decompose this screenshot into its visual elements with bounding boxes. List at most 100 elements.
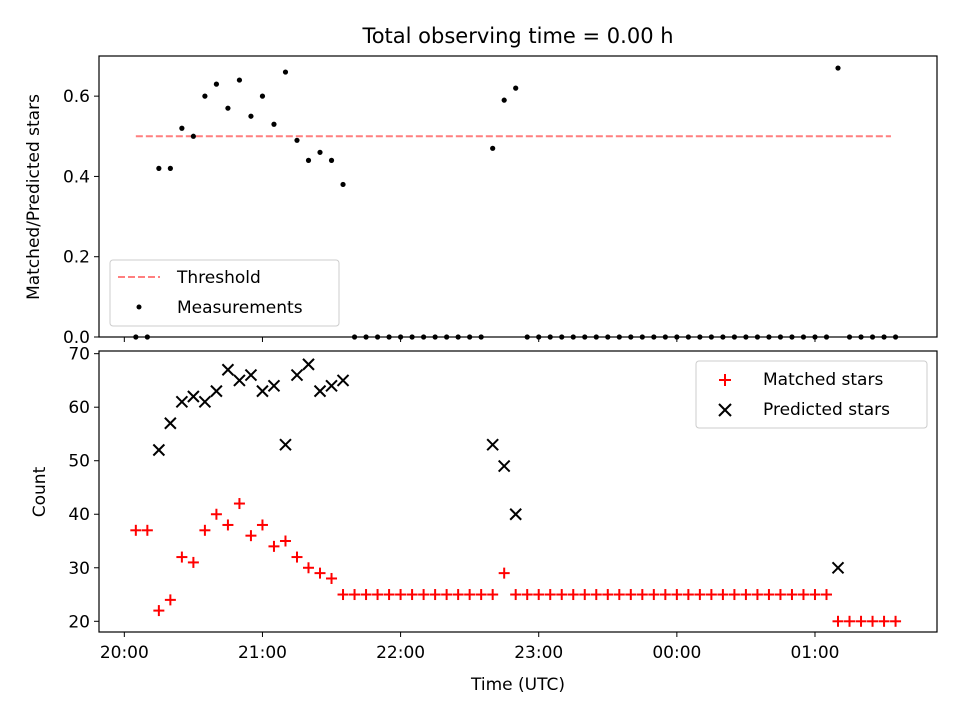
- matched-star-marker: [187, 556, 199, 568]
- matched-star-marker: [820, 589, 832, 601]
- measurement-point: [835, 65, 841, 71]
- matched-star-marker: [751, 589, 763, 601]
- matched-star-marker: [360, 589, 372, 601]
- matched-star-marker: [245, 530, 257, 542]
- top-y-tick-label: 0.2: [63, 248, 90, 268]
- bottom-panel-frame: [98, 350, 938, 633]
- matched-star-marker: [279, 535, 291, 547]
- matched-star-marker: [521, 589, 533, 601]
- matched-star-marker: [602, 589, 614, 601]
- matched-star-marker: [314, 567, 326, 579]
- matched-star-marker: [326, 572, 338, 584]
- bottom-y-tick-label: 70: [68, 345, 90, 365]
- bottom-x-tick-label: 00:00: [652, 643, 701, 663]
- bottom-y-tick-label: 50: [68, 452, 90, 472]
- matched-star-marker: [533, 589, 545, 601]
- measurement-point: [282, 69, 289, 75]
- measurement-point: [294, 137, 300, 143]
- matched-star-marker: [579, 589, 591, 601]
- matched-star-marker: [556, 589, 568, 601]
- matched-star-marker: [210, 508, 222, 520]
- predicted-star-marker: [198, 395, 212, 409]
- legend-measurements-label: Measurements: [177, 298, 303, 318]
- measurement-point: [156, 165, 162, 171]
- measurement-point: [202, 93, 208, 99]
- matched-star-marker: [867, 615, 879, 627]
- legend-measurements-swatch: [136, 304, 142, 310]
- matched-star-marker: [832, 615, 844, 627]
- bottom-x-tick-label: 23:00: [514, 643, 563, 663]
- bottom-x-tick-label: 21:00: [238, 643, 287, 663]
- measurement-point: [248, 113, 254, 119]
- measurement-point: [179, 125, 185, 131]
- matched-star-marker: [809, 589, 821, 601]
- matched-star-marker: [694, 589, 706, 601]
- matched-star-marker: [256, 519, 268, 531]
- bottom-x-tick-label: 22:00: [376, 643, 425, 663]
- matched-star-marker: [717, 589, 729, 601]
- measurement-point: [513, 85, 519, 91]
- top-y-axis-label: Matched/Predicted stars: [24, 94, 44, 300]
- matched-star-marker: [740, 589, 752, 601]
- matched-star-marker: [291, 551, 303, 563]
- bottom-legend-box: [695, 360, 928, 429]
- matched-star-marker: [855, 615, 867, 627]
- measurement-point: [317, 149, 323, 155]
- matched-star-marker: [728, 589, 740, 601]
- matched-star-marker: [705, 589, 717, 601]
- matched-star-marker: [890, 615, 902, 627]
- predicted-star-marker: [509, 508, 522, 521]
- predicted-star-marker: [267, 379, 281, 392]
- matched-star-marker: [464, 589, 476, 601]
- matched-star-marker: [613, 589, 625, 601]
- legend-matched-swatch: [719, 374, 731, 386]
- matched-star-marker: [452, 589, 464, 601]
- matched-star-marker: [487, 589, 499, 601]
- bottom-y-axis-label: Count: [30, 466, 50, 517]
- matched-star-marker: [510, 589, 522, 601]
- matched-star-marker: [199, 524, 211, 536]
- measurement-point: [501, 97, 507, 103]
- matched-star-marker: [130, 524, 142, 536]
- legend-threshold-label: Threshold: [176, 268, 261, 288]
- matched-star-marker: [303, 562, 314, 574]
- top-y-tick-label: 0.6: [63, 87, 90, 107]
- matched-star-marker: [682, 589, 694, 601]
- matched-star-marker: [844, 615, 856, 627]
- predicted-star-marker: [497, 459, 511, 473]
- top-panel: 0.0 0.2 0.4 0.6 Matched/Predicted stars Thr…: [24, 55, 938, 348]
- legend-predicted-label: Predicted stars: [763, 400, 890, 420]
- matched-star-marker: [590, 589, 602, 601]
- legend-predicted-swatch: [718, 403, 732, 417]
- matched-star-marker: [176, 551, 188, 563]
- bottom-x-ticks: 20:00 21:00 22:00 23:00 00:00 01:00: [100, 632, 839, 663]
- matched-star-marker: [498, 567, 510, 579]
- measurement-point: [213, 81, 220, 87]
- predicted-star-marker: [152, 443, 166, 457]
- matched-star-marker: [268, 540, 280, 552]
- predicted-star-marker: [256, 384, 269, 398]
- top-legend: Threshold Measurements: [109, 259, 340, 327]
- matched-star-marker: [648, 589, 660, 601]
- predicted-star-marker: [336, 374, 350, 387]
- matched-star-marker: [233, 498, 245, 510]
- matched-star-marker: [395, 589, 407, 601]
- predicted-star-marker: [313, 384, 327, 398]
- matched-star-marker: [636, 589, 648, 601]
- matched-star-marker: [786, 589, 798, 601]
- matched-star-marker: [349, 589, 361, 601]
- matched-star-marker: [337, 589, 349, 601]
- matched-star-marker: [141, 524, 153, 536]
- matched-star-marker: [797, 589, 809, 601]
- bottom-x-tick-label: 01:00: [790, 643, 839, 663]
- matched-star-marker: [429, 589, 441, 601]
- measurement-point: [340, 181, 346, 188]
- bottom-y-tick-label: 20: [68, 612, 90, 632]
- bottom-x-tick-label: 20:00: [100, 643, 149, 663]
- predicted-star-marker: [187, 390, 200, 403]
- predicted-star-marker: [290, 368, 304, 382]
- matched-star-marker: [878, 615, 890, 627]
- measurement-point: [190, 133, 196, 139]
- predicted-star-marker: [279, 438, 292, 451]
